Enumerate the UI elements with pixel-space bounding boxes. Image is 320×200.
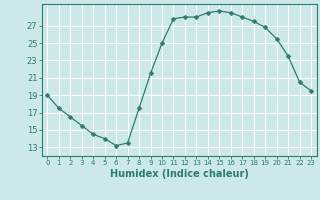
- X-axis label: Humidex (Indice chaleur): Humidex (Indice chaleur): [110, 169, 249, 179]
